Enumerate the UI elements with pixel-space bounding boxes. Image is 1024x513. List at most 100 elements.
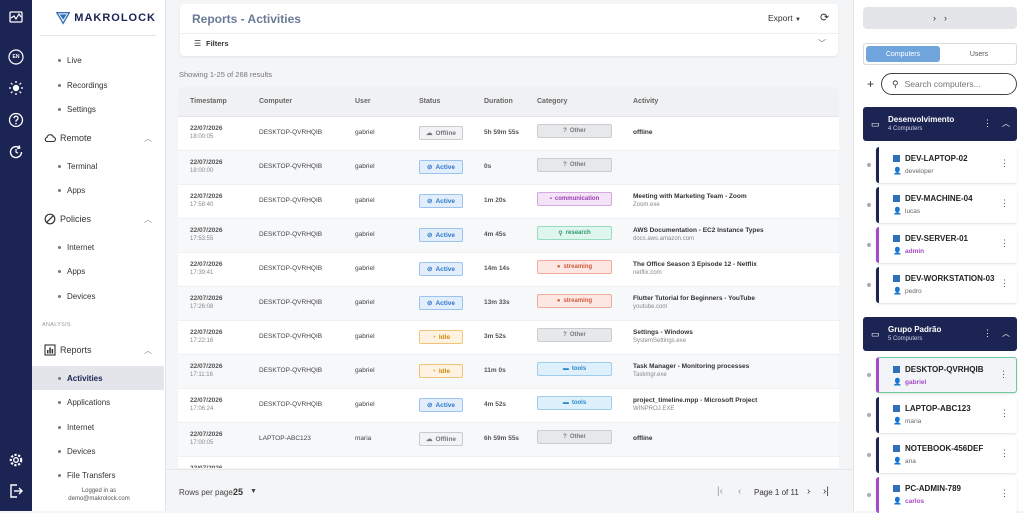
panel-nav-button[interactable]: › ›: [863, 7, 1017, 29]
sidebar-item-label: Settings: [67, 104, 96, 114]
category-icon: ?: [563, 162, 567, 168]
more-vert-icon[interactable]: ⋮: [999, 369, 1008, 379]
sidebar-item-devices-report[interactable]: Devices: [32, 439, 166, 463]
more-vert-icon[interactable]: ⋮: [1000, 158, 1009, 168]
computer-icon: [893, 275, 900, 282]
timestamp-date: 22/07/2026: [190, 261, 223, 268]
computer-card[interactable]: NOTEBOOK-456DEF 👤 ana ⋮: [876, 437, 1017, 473]
computer-icon: [893, 445, 900, 452]
column-header-timestamp[interactable]: Timestamp: [190, 98, 227, 105]
sidebar-item-recordings[interactable]: Recordings: [32, 73, 166, 97]
timestamp-date: 22/07/2026: [190, 329, 223, 336]
tab-computers[interactable]: Computers: [866, 46, 940, 62]
sidebar-item-live[interactable]: Live: [32, 48, 166, 72]
computer-group-header[interactable]: ▭ Desenvolvimento 4 Computers ⋮ ︿: [863, 107, 1017, 141]
first-page-icon[interactable]: |‹: [717, 486, 723, 497]
theme-sun-icon[interactable]: [7, 79, 25, 97]
search-input[interactable]: [904, 79, 1005, 89]
settings-gear-icon[interactable]: [7, 451, 25, 469]
sidebar-item-internet-report[interactable]: Internet: [32, 415, 166, 439]
column-header-category[interactable]: Category: [537, 98, 568, 105]
computer-card[interactable]: DEV-SERVER-01 👤 admin ⋮: [876, 227, 1017, 263]
online-status-dot: [867, 373, 871, 377]
category-icon: ⚲: [558, 230, 563, 237]
more-vert-icon[interactable]: ⋮: [983, 328, 992, 338]
sidebar-item-apps-policy[interactable]: Apps: [32, 259, 166, 283]
more-vert-icon[interactable]: ⋮: [1000, 488, 1009, 498]
duration-cell: 11m 0s: [484, 367, 506, 374]
sidebar-group-policies[interactable]: Policies ︿: [32, 207, 166, 231]
category-badge: ● streaming: [537, 260, 612, 274]
more-vert-icon[interactable]: ⋮: [1000, 278, 1009, 288]
table-row[interactable]: 22/07/2026 18:00:05 DESKTOP-QVRHQIB gabriel…: [178, 117, 839, 151]
export-button[interactable]: Export ▼: [768, 13, 801, 23]
column-header-user[interactable]: User: [355, 98, 371, 105]
filters-toggle[interactable]: Filters: [206, 39, 229, 48]
column-header-computer[interactable]: Computer: [259, 98, 293, 105]
more-vert-icon[interactable]: ⋮: [1000, 198, 1009, 208]
logout-icon[interactable]: [7, 482, 25, 500]
sidebar-item-apps[interactable]: Apps: [32, 178, 166, 202]
language-icon[interactable]: EN: [7, 48, 25, 66]
refresh-icon[interactable]: ⟳: [820, 12, 830, 24]
sidebar-item-file-transfers[interactable]: File Transfers: [32, 463, 166, 487]
tab-users[interactable]: Users: [969, 50, 989, 58]
user-cell: gabriel: [355, 367, 375, 374]
table-row[interactable]: 22/07/2026 17:26:08 DESKTOP-QVRHQIB gabriel…: [178, 287, 839, 321]
computer-card[interactable]: DEV-MACHINE-04 👤 lucas ⋮: [876, 187, 1017, 223]
sidebar-item-applications[interactable]: Applications: [32, 390, 166, 414]
duration-cell: 4m 45s: [484, 231, 507, 238]
timestamp-date: 22/07/2026: [190, 295, 223, 302]
table-row[interactable]: 22/07/2026 17:39:41 DESKTOP-QVRHQIB gabriel…: [178, 253, 839, 287]
column-header-status[interactable]: Status: [419, 98, 441, 105]
category-icon: ▬: [562, 366, 569, 372]
sidebar-item-internet-policy[interactable]: Internet: [32, 235, 166, 259]
help-icon[interactable]: [7, 111, 25, 129]
computer-group-header[interactable]: ▭ Grupo Padrão 5 Computers ⋮ ︿: [863, 317, 1017, 351]
table-row[interactable]: 22/07/2026 17:11:16 DESKTOP-QVRHQIB gabriel…: [178, 355, 839, 389]
computer-card[interactable]: DESKTOP-QVRHQIB 👤 gabriel ⋮: [876, 357, 1017, 393]
rows-per-page-label: Rows per page:: [179, 488, 236, 497]
sidebar-item-devices-policy[interactable]: Devices: [32, 284, 166, 308]
sidebar: MAKROLOCK Live Recordings Settings Remot…: [32, 0, 166, 511]
computer-card[interactable]: DEV-WORKSTATION-03 👤 pedro ⋮: [876, 267, 1017, 303]
computer-card[interactable]: DEV-LAPTOP-02 👤 developer ⋮: [876, 147, 1017, 183]
refresh-history-icon[interactable]: [7, 143, 25, 161]
computer-cell: DESKTOP-QVRHQIB: [259, 197, 323, 204]
chevron-up-icon[interactable]: ︿: [1002, 329, 1010, 338]
category-label: Other: [569, 434, 586, 440]
computer-card[interactable]: LAPTOP-ABC123 👤 maria ⋮: [876, 397, 1017, 433]
table-row[interactable]: 22/07/2026 17:00:05 LAPTOP-ABC123 maria ☁ Off…: [178, 423, 839, 457]
more-vert-icon[interactable]: ⋮: [983, 118, 992, 128]
caret-down-icon[interactable]: ▼: [250, 488, 257, 495]
sidebar-group-reports[interactable]: Reports ︿: [32, 338, 166, 362]
timestamp-date: 22/07/2026: [190, 159, 223, 166]
column-header-activity[interactable]: Activity: [633, 98, 659, 105]
chevron-down-icon[interactable]: ﹀: [818, 39, 826, 48]
more-vert-icon[interactable]: ⋮: [1000, 408, 1009, 418]
sidebar-item-label: Devices: [67, 446, 96, 456]
table-row[interactable]: 22/07/2026 17:06:24 DESKTOP-QVRHQIB gabriel…: [178, 389, 839, 423]
more-vert-icon[interactable]: ⋮: [1000, 238, 1009, 248]
sidebar-group-remote[interactable]: Remote ︿: [32, 126, 166, 150]
table-row[interactable]: 22/07/2026: [178, 457, 839, 468]
prev-page-icon[interactable]: ‹: [738, 486, 742, 497]
add-icon[interactable]: +: [867, 77, 875, 91]
icon-rail: EN: [0, 0, 32, 511]
sidebar-item-settings[interactable]: Settings: [32, 97, 166, 121]
user-icon: 👤: [893, 168, 902, 175]
sidebar-item-activities[interactable]: Activities: [32, 366, 164, 390]
table-row[interactable]: 22/07/2026 17:22:16 DESKTOP-QVRHQIB gabriel…: [178, 321, 839, 355]
chevron-up-icon[interactable]: ︿: [1002, 119, 1010, 128]
last-page-icon[interactable]: ›|: [823, 486, 829, 497]
sidebar-item-terminal[interactable]: Terminal: [32, 154, 166, 178]
table-row[interactable]: 22/07/2026 17:53:55 DESKTOP-QVRHQIB gabriel…: [178, 219, 839, 253]
more-vert-icon[interactable]: ⋮: [1000, 448, 1009, 458]
next-page-icon[interactable]: ›: [807, 486, 811, 497]
table-row[interactable]: 22/07/2026 18:00:00 DESKTOP-QVRHQIB gabriel…: [178, 151, 839, 185]
computer-card[interactable]: PC-ADMIN-789 👤 carlos ⋮: [876, 477, 1017, 513]
dashboard-icon[interactable]: [7, 8, 25, 26]
rows-per-page-select[interactable]: 25: [233, 487, 244, 497]
column-header-duration[interactable]: Duration: [484, 98, 513, 105]
table-row[interactable]: 22/07/2026 17:58:40 DESKTOP-QVRHQIB gabriel…: [178, 185, 839, 219]
